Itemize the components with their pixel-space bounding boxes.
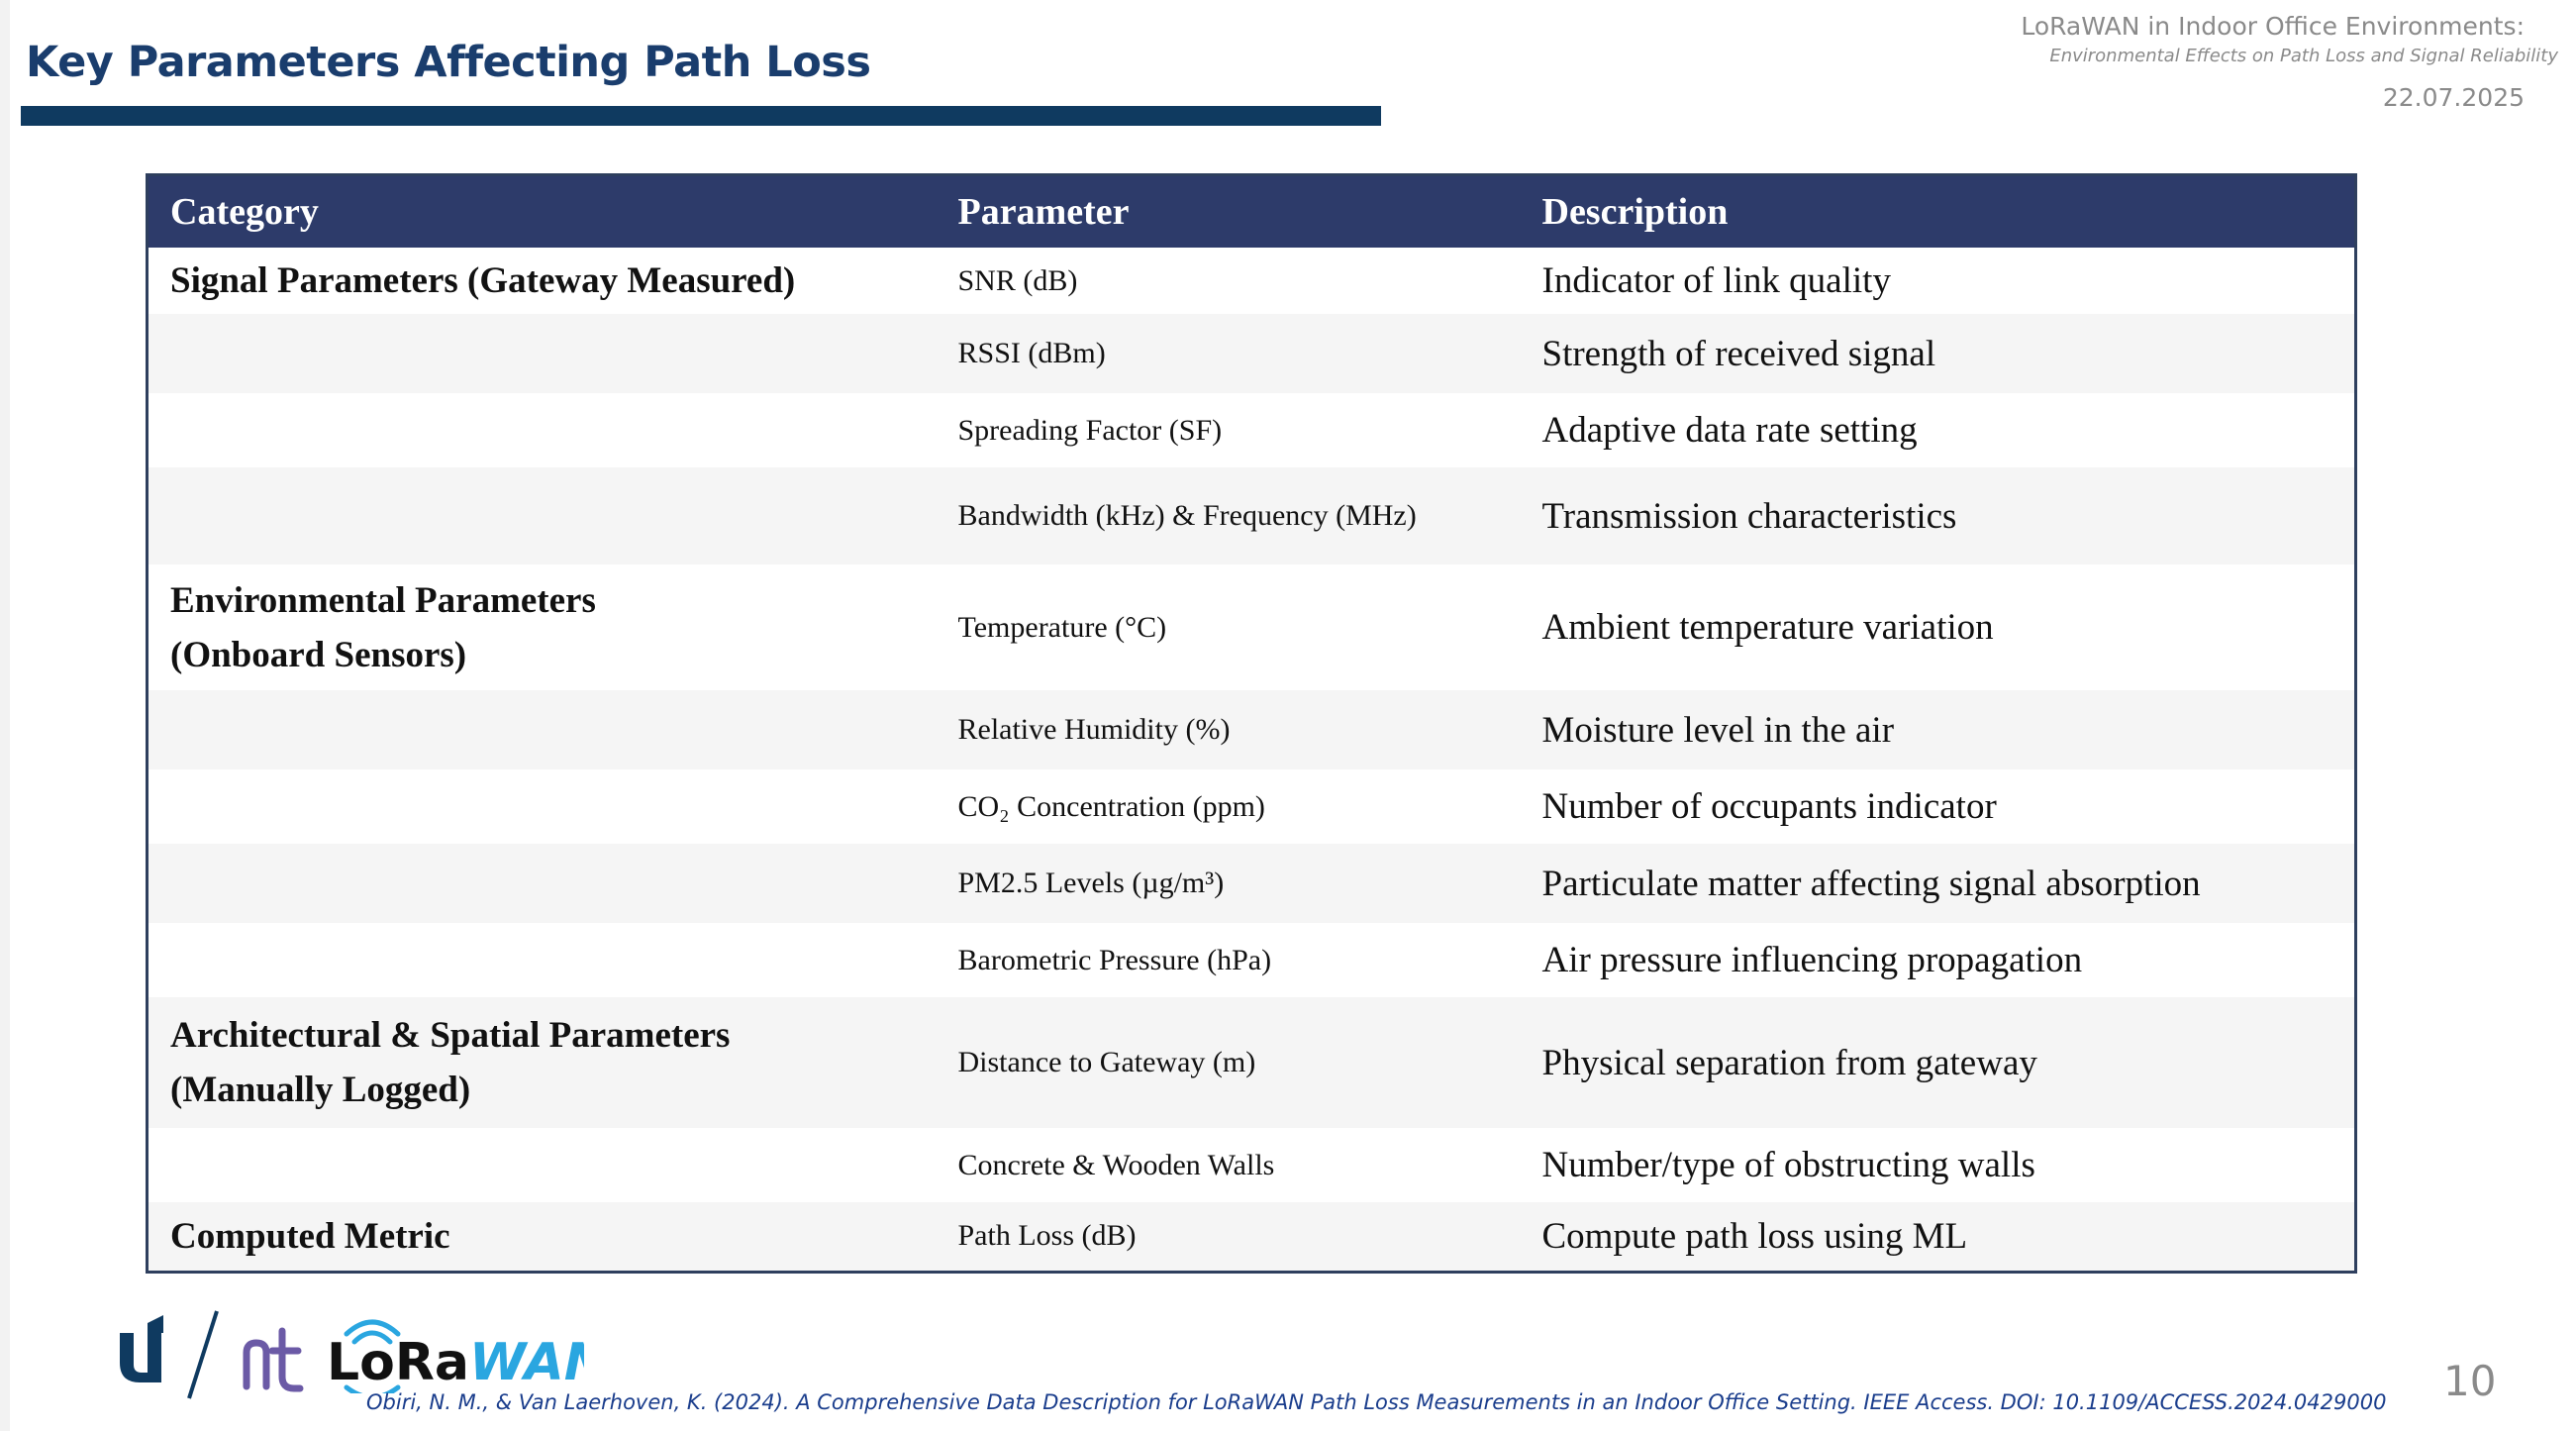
description-cell: Compute path loss using ML	[1520, 1202, 2356, 1272]
header-description: Description	[1520, 174, 2356, 248]
parameter-cell: PM2.5 Levels (µg/m³)	[936, 844, 1521, 923]
parameter-cell: Spreading Factor (SF)	[936, 393, 1521, 467]
header-meta: LoRaWAN in Indoor Office Environments: E…	[2021, 10, 2558, 115]
category-cell	[147, 844, 937, 923]
parameters-table: Category Parameter Description Signal Pa…	[146, 173, 2357, 1274]
category-cell	[147, 769, 937, 844]
nt-logo-icon	[243, 1327, 304, 1392]
parameter-cell: Bandwidth (kHz) & Frequency (MHz)	[936, 467, 1521, 564]
description-cell: Indicator of link quality	[1520, 248, 2356, 314]
presentation-date: 22.07.2025	[2382, 83, 2525, 112]
category-cell	[147, 690, 937, 769]
header-parameter: Parameter	[936, 174, 1521, 248]
category-cell: Environmental Parameters (Onboard Sensor…	[147, 564, 937, 690]
table-row: Concrete & Wooden Walls Number/type of o…	[147, 1128, 2356, 1202]
description-cell: Moisture level in the air	[1520, 690, 2356, 769]
parameter-cell: CO₂ Concentration (ppm)	[936, 769, 1521, 844]
presentation-title: LoRaWAN in Indoor Office Environments:	[2021, 12, 2525, 41]
description-cell: Air pressure influencing propagation	[1520, 923, 2356, 997]
table-row: Barometric Pressure (hPa) Air pressure i…	[147, 923, 2356, 997]
logo-divider-slash	[187, 1310, 219, 1399]
description-cell: Number/type of obstructing walls	[1520, 1128, 2356, 1202]
category-cell: Computed Metric	[147, 1202, 937, 1272]
table-row: CO₂ Concentration (ppm) Number of occupa…	[147, 769, 2356, 844]
table-row: RSSI (dBm) Strength of received signal	[147, 314, 2356, 393]
parameter-cell: Distance to Gateway (m)	[936, 997, 1521, 1128]
citation-text: Obiri, N. M., & Van Laerhoven, K. (2024)…	[366, 1390, 2387, 1414]
description-cell: Number of occupants indicator	[1520, 769, 2356, 844]
lorawan-logo-icon: LoRaWAN	[327, 1319, 584, 1393]
parameter-cell: SNR (dB)	[936, 248, 1521, 314]
table-row: Relative Humidity (%) Moisture level in …	[147, 690, 2356, 769]
parameter-cell: Path Loss (dB)	[936, 1202, 1521, 1272]
table-row: Computed Metric Path Loss (dB) Compute p…	[147, 1202, 2356, 1272]
description-cell: Ambient temperature variation	[1520, 564, 2356, 690]
slide-edge	[0, 0, 10, 1431]
parameter-cell: Concrete & Wooden Walls	[936, 1128, 1521, 1202]
presentation-subtitle: Environmental Effects on Path Loss and S…	[2049, 46, 2558, 66]
parameter-cell: Barometric Pressure (hPa)	[936, 923, 1521, 997]
description-cell: Strength of received signal	[1520, 314, 2356, 393]
table-header-row: Category Parameter Description	[147, 174, 2356, 248]
header-category: Category	[147, 174, 937, 248]
category-cell: Architectural & Spatial Parameters (Manu…	[147, 997, 937, 1128]
table-row: Spreading Factor (SF) Adaptive data rate…	[147, 393, 2356, 467]
svg-text:LoRaWAN: LoRaWAN	[327, 1333, 584, 1392]
parameter-cell: RSSI (dBm)	[936, 314, 1521, 393]
table-row: Architectural & Spatial Parameters (Manu…	[147, 997, 2356, 1128]
category-cell: Signal Parameters (Gateway Measured)	[147, 248, 937, 314]
parameter-cell: Temperature (°C)	[936, 564, 1521, 690]
slide-title: Key Parameters Affecting Path Loss	[26, 38, 871, 87]
description-cell: Physical separation from gateway	[1520, 997, 2356, 1128]
table-row: Environmental Parameters (Onboard Sensor…	[147, 564, 2356, 690]
table-row: PM2.5 Levels (µg/m³) Particulate matter …	[147, 844, 2356, 923]
title-underline-bar	[21, 106, 1381, 126]
category-cell	[147, 314, 937, 393]
description-cell: Particulate matter affecting signal abso…	[1520, 844, 2356, 923]
category-cell	[147, 923, 937, 997]
table-row: Bandwidth (kHz) & Frequency (MHz) Transm…	[147, 467, 2356, 564]
description-cell: Adaptive data rate setting	[1520, 393, 2356, 467]
table-row: Signal Parameters (Gateway Measured) SNR…	[147, 248, 2356, 314]
category-cell	[147, 393, 937, 467]
page-number: 10	[2443, 1357, 2497, 1405]
description-cell: Transmission characteristics	[1520, 467, 2356, 564]
university-logo-icon	[120, 1315, 163, 1382]
category-cell	[147, 1128, 937, 1202]
category-cell	[147, 467, 937, 564]
parameter-cell: Relative Humidity (%)	[936, 690, 1521, 769]
